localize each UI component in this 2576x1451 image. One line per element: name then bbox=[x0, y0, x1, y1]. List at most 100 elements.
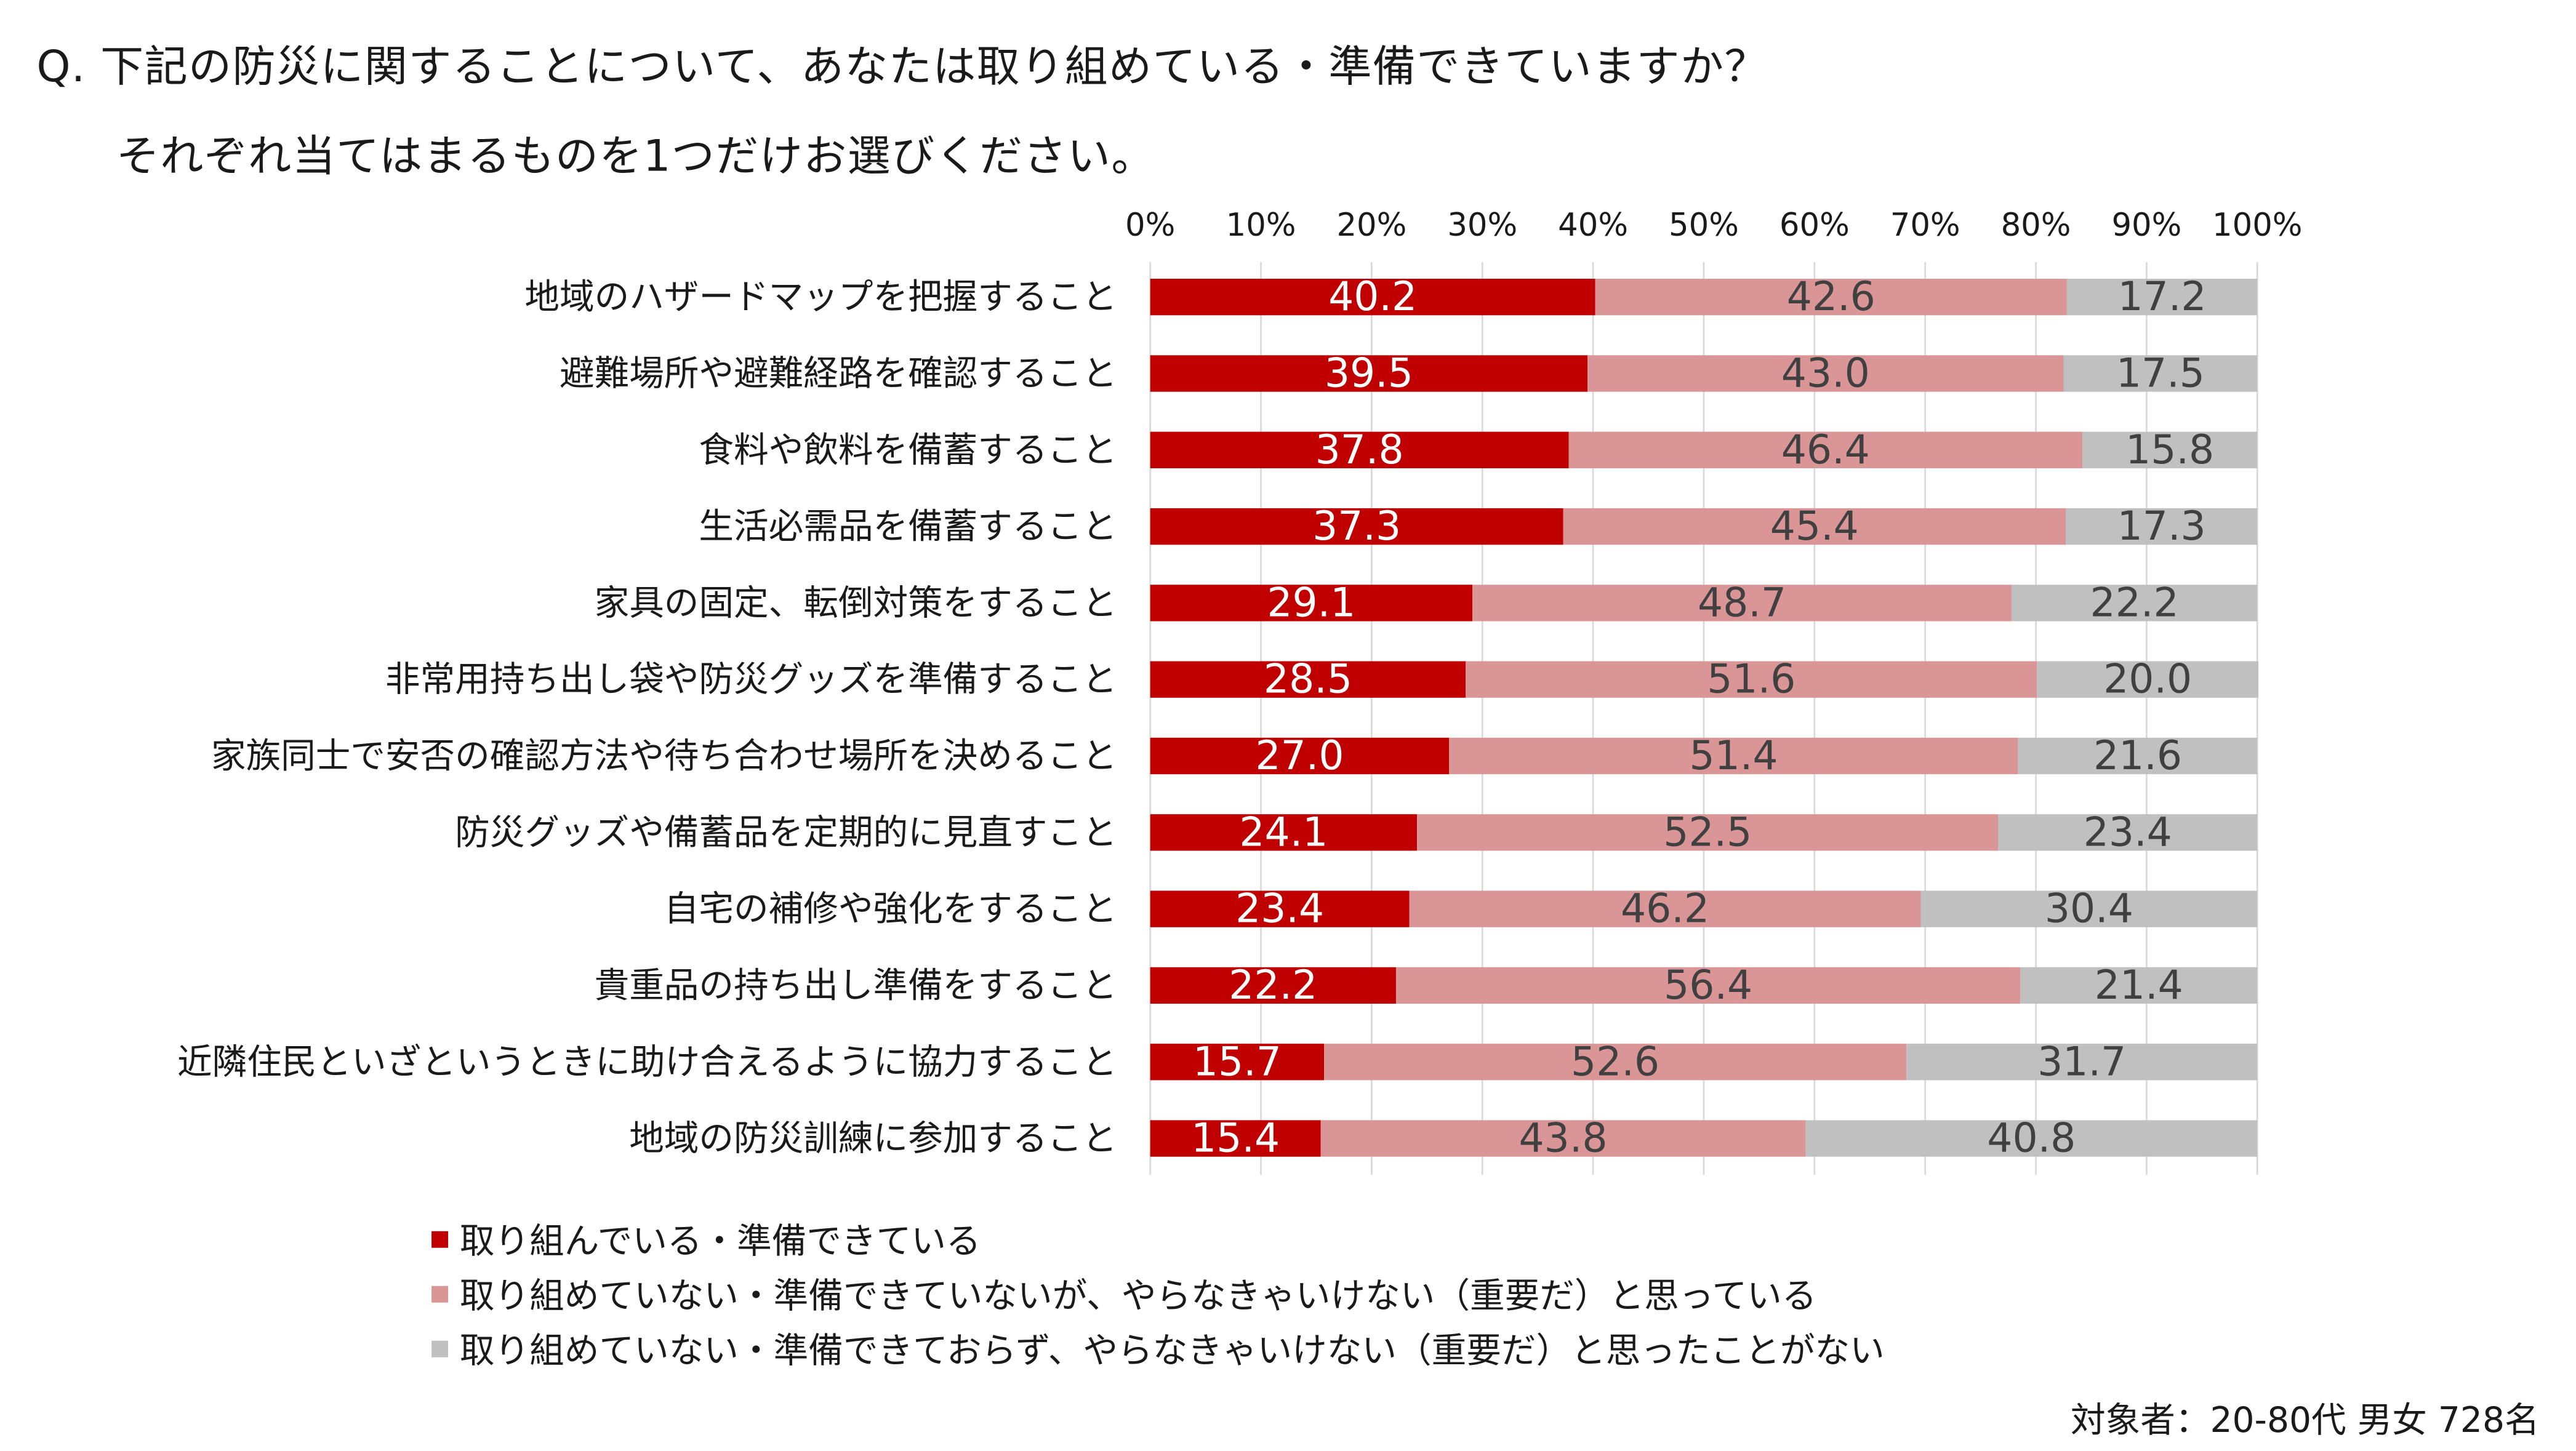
legend-label-series-3: 取り組めていない・準備できておらず、やらなきゃいけない（重要だ）と思ったことがな… bbox=[459, 1330, 1885, 1370]
bar-segment bbox=[2066, 279, 2258, 316]
x-tick-label: 100% bbox=[2212, 207, 2302, 244]
bar-segment bbox=[1587, 355, 2064, 392]
bar-segment bbox=[1395, 967, 2021, 1004]
bar-segment bbox=[1417, 814, 1999, 851]
data-label: 17.5 bbox=[2116, 350, 2205, 396]
data-label: 21.4 bbox=[2095, 962, 2183, 1009]
data-label: 15.4 bbox=[1191, 1116, 1280, 1162]
bar-segment bbox=[1150, 890, 1410, 927]
bar-segment bbox=[1150, 661, 1466, 698]
data-label: 22.2 bbox=[2090, 580, 2179, 626]
bar-segment bbox=[1150, 431, 1569, 468]
data-label: 40.8 bbox=[1987, 1116, 2076, 1162]
data-label: 43.8 bbox=[1519, 1116, 1608, 1162]
data-label: 31.7 bbox=[2037, 1039, 2126, 1085]
category-label: 非常用持ち出し袋や防災グッズを準備すること bbox=[385, 659, 1117, 700]
bar-segment bbox=[1320, 1120, 1806, 1157]
legend-item-series-2: 取り組めていない・準備できていないが、やらなきゃいけない（重要だ）と思っている bbox=[431, 1266, 1885, 1321]
bar-segment bbox=[1150, 814, 1418, 851]
data-label: 27.0 bbox=[1255, 733, 1344, 779]
category-label: 家族同士で安否の確認方法や待ち合わせ場所を決めること bbox=[211, 736, 1117, 777]
bar-segment bbox=[1150, 585, 1473, 622]
data-label: 17.3 bbox=[2117, 503, 2206, 550]
data-label: 45.4 bbox=[1770, 503, 1859, 550]
bar-segment bbox=[2018, 737, 2258, 775]
bar-segment bbox=[2037, 661, 2259, 698]
data-label: 23.4 bbox=[1235, 886, 1324, 932]
sample-footnote: 対象者：20-80代 男女 728名 bbox=[2070, 1400, 2540, 1441]
x-tick-label: 70% bbox=[1890, 207, 1960, 244]
data-label: 40.2 bbox=[1328, 274, 1417, 320]
category-label: 食料や飲料を備蓄すること bbox=[699, 430, 1117, 470]
data-label: 20.0 bbox=[2103, 657, 2192, 703]
category-label: 防災グッズや備蓄品を定期的に見直すこと bbox=[455, 812, 1117, 853]
bar-segment bbox=[2063, 355, 2258, 392]
legend-swatch-series-1 bbox=[431, 1230, 449, 1247]
bar-segment bbox=[1595, 279, 2067, 316]
data-label: 15.7 bbox=[1193, 1039, 1282, 1085]
question-line-2: それぞれ当てはまるものを1つだけお選びください。 bbox=[116, 132, 1155, 183]
data-label: 37.3 bbox=[1312, 503, 1401, 550]
chart-legend: 取り組んでいる・準備できている 取り組めていない・準備できていないが、やらなきゃ… bbox=[431, 1211, 1885, 1375]
bar-segment bbox=[2082, 431, 2258, 468]
category-label: 地域のハザードマップを把握すること bbox=[524, 277, 1117, 318]
data-label: 17.2 bbox=[2118, 274, 2207, 320]
category-label: 地域の防災訓練に参加すること bbox=[629, 1118, 1117, 1159]
bar-segment bbox=[1150, 967, 1396, 1004]
bar-segment bbox=[1466, 661, 2037, 698]
x-tick-label: 60% bbox=[1780, 207, 1850, 244]
bar-segment bbox=[1150, 1044, 1325, 1081]
bar-segment bbox=[1150, 737, 1450, 775]
data-label: 51.4 bbox=[1689, 733, 1778, 779]
bar-segment bbox=[1150, 508, 1563, 545]
category-label: 自宅の補修や強化をすること bbox=[664, 889, 1117, 929]
data-label: 22.2 bbox=[1229, 962, 1317, 1009]
bar-segment bbox=[1563, 508, 2066, 545]
category-label: 生活必需品を備蓄すること bbox=[699, 506, 1117, 547]
x-tick-label: 50% bbox=[1669, 207, 1739, 244]
data-label: 28.5 bbox=[1264, 657, 1352, 703]
legend-swatch-series-2 bbox=[431, 1285, 449, 1302]
x-tick-label: 90% bbox=[2111, 207, 2181, 244]
x-tick-label: 40% bbox=[1558, 207, 1628, 244]
bar-segment bbox=[1998, 814, 2258, 851]
bar-segment bbox=[1150, 355, 1588, 392]
bar-segment bbox=[1150, 279, 1595, 316]
bar-segment bbox=[1449, 737, 2018, 775]
data-label: 46.2 bbox=[1621, 886, 1709, 932]
legend-swatch-series-3 bbox=[431, 1340, 449, 1357]
data-label: 48.7 bbox=[1698, 580, 1786, 626]
legend-item-series-3: 取り組めていない・準備できておらず、やらなきゃいけない（重要だ）と思ったことがな… bbox=[431, 1321, 1885, 1375]
bar-segment bbox=[1472, 585, 2012, 622]
bar-segment bbox=[1568, 431, 2083, 468]
bar-segment bbox=[2020, 967, 2258, 1004]
category-label: 貴重品の持ち出し準備をすること bbox=[595, 965, 1117, 1005]
legend-label-series-1: 取り組んでいる・準備できている bbox=[459, 1220, 981, 1260]
category-label: 避難場所や避難経路を確認すること bbox=[560, 353, 1117, 394]
data-label: 24.1 bbox=[1239, 809, 1328, 855]
data-label: 46.4 bbox=[1781, 427, 1870, 473]
question-line-1: Q. 下記の防災に関することについて、あなたは取り組めている・準備できていますか… bbox=[36, 43, 1768, 94]
bar-segment bbox=[2066, 508, 2258, 545]
x-tick-label: 10% bbox=[1226, 207, 1296, 244]
bar-segment bbox=[1409, 890, 1921, 927]
data-label: 23.4 bbox=[2084, 809, 2172, 855]
data-label: 51.6 bbox=[1707, 657, 1796, 703]
data-label: 30.4 bbox=[2045, 886, 2133, 932]
data-label: 39.5 bbox=[1325, 350, 1413, 396]
x-tick-label: 80% bbox=[2001, 207, 2071, 244]
bar-segment bbox=[1805, 1120, 2258, 1157]
x-tick-label: 20% bbox=[1336, 207, 1406, 244]
x-tick-label: 30% bbox=[1447, 207, 1517, 244]
x-tick-label: 0% bbox=[1125, 207, 1175, 244]
legend-label-series-2: 取り組めていない・準備できていないが、やらなきゃいけない（重要だ）と思っている bbox=[459, 1275, 1817, 1315]
data-label: 15.8 bbox=[2125, 427, 2214, 473]
data-label: 37.8 bbox=[1315, 427, 1404, 473]
bar-segment bbox=[1150, 1120, 1321, 1157]
legend-item-series-1: 取り組んでいる・準備できている bbox=[431, 1211, 1885, 1266]
data-label: 56.4 bbox=[1664, 962, 1752, 1009]
bar-segment bbox=[1920, 890, 2258, 927]
category-label: 近隣住民といざというときに助け合えるように協力すること bbox=[177, 1042, 1117, 1082]
